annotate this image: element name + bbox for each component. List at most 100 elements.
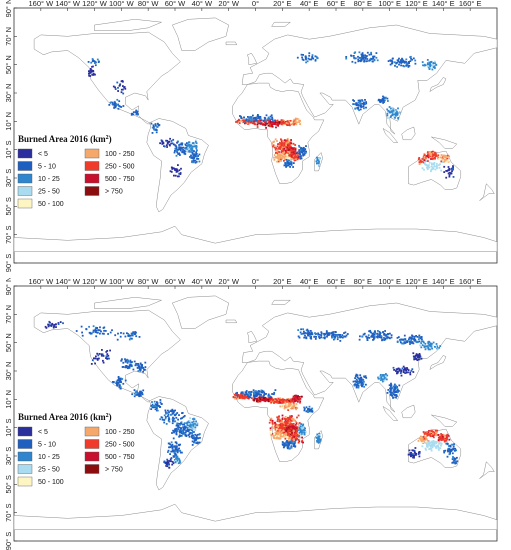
burned-pixel	[177, 457, 180, 460]
burned-pixel	[340, 336, 343, 338]
burned-pixel	[170, 457, 173, 459]
burned-pixel	[358, 51, 361, 54]
burned-pixel	[191, 444, 194, 446]
lon-label: 0°	[252, 0, 259, 8]
burned-pixel	[304, 431, 307, 433]
burned-pixel	[276, 160, 278, 163]
burned-pixel	[315, 332, 317, 335]
burned-pixel	[267, 116, 270, 119]
burned-pixel	[269, 419, 272, 422]
burned-pixel	[245, 390, 248, 392]
burned-pixel	[292, 397, 294, 400]
burned-pixel	[88, 72, 90, 75]
legend-label: < 5	[38, 151, 48, 158]
burned-pixel	[288, 152, 291, 155]
burned-pixel	[291, 417, 293, 420]
burned-pixel	[287, 434, 290, 436]
burned-pixel	[274, 434, 276, 437]
burned-pixel	[282, 430, 285, 432]
burned-pixel	[191, 145, 194, 148]
burned-pixel	[354, 383, 357, 386]
burned-pixel	[123, 86, 125, 89]
burned-pixel	[397, 367, 400, 370]
burned-pixel	[244, 393, 247, 396]
burned-pixel	[135, 112, 138, 115]
burned-pixel	[122, 332, 125, 335]
burned-pixel	[424, 158, 427, 161]
legend-label: 250 - 500	[105, 442, 135, 449]
burned-pixel	[243, 116, 245, 119]
burned-pixel	[411, 334, 413, 337]
burned-pixel	[182, 146, 185, 149]
burned-pixel	[427, 151, 429, 153]
burned-pixel	[301, 427, 304, 430]
burned-pixel	[437, 164, 440, 167]
burned-pixel	[124, 379, 127, 382]
burned-pixel	[422, 64, 424, 67]
burned-pixel	[421, 160, 424, 163]
burned-pixel	[243, 397, 246, 400]
burned-pixel	[276, 434, 279, 437]
burned-pixel	[254, 116, 257, 119]
burned-pixel	[236, 119, 239, 122]
burned-pixel	[269, 122, 272, 125]
burned-pixel	[156, 401, 158, 403]
burned-pixel	[172, 412, 174, 415]
burned-pixel	[387, 60, 390, 62]
burned-pixel	[394, 387, 396, 389]
burned-pixel	[292, 142, 295, 145]
legend-label: 100 - 250	[105, 429, 135, 436]
burned-pixel	[360, 376, 363, 379]
burned-pixel	[427, 348, 430, 351]
burned-pixel	[305, 145, 307, 147]
burned-pixel	[285, 435, 288, 438]
burned-pixel	[288, 121, 291, 124]
burned-pixel	[175, 416, 178, 419]
burned-pixel	[269, 118, 272, 121]
burned-pixel	[290, 400, 293, 403]
burned-pixel	[81, 331, 83, 334]
burned-pixel	[253, 118, 256, 121]
burned-pixel	[175, 149, 178, 152]
burned-pixel	[422, 431, 425, 433]
burned-pixel	[188, 421, 191, 424]
burned-pixel	[138, 395, 141, 398]
burned-pixel	[167, 413, 170, 416]
burned-pixel	[422, 439, 425, 442]
burned-pixel	[249, 392, 252, 395]
burned-pixel	[289, 406, 292, 409]
burned-pixel	[330, 332, 332, 334]
burned-pixel	[293, 443, 295, 445]
burned-pixel	[434, 434, 437, 437]
burned-pixel	[283, 158, 286, 161]
burned-pixel	[295, 422, 298, 425]
burned-pixel	[195, 152, 198, 155]
burned-pixel	[185, 147, 187, 150]
burned-pixel	[179, 172, 182, 174]
burned-pixel	[437, 434, 440, 436]
burned-pixel	[302, 441, 304, 444]
burned-pixel	[301, 439, 304, 442]
burned-pixel	[353, 57, 356, 60]
burned-pixel	[142, 389, 145, 392]
burned-pixel	[326, 335, 328, 338]
burned-pixel	[292, 407, 295, 410]
burned-pixel	[398, 57, 400, 60]
burned-pixel	[318, 159, 321, 162]
burned-pixel	[238, 394, 240, 397]
burned-pixel	[288, 432, 290, 435]
burned-pixel	[360, 102, 362, 105]
burned-pixel	[365, 383, 367, 386]
landmass-arctic-islands	[94, 297, 162, 309]
burned-pixel	[240, 395, 243, 398]
burned-pixel	[431, 168, 434, 170]
burned-pixel	[392, 57, 394, 60]
burned-pixel	[378, 99, 380, 101]
burned-pixel	[127, 365, 129, 368]
burned-pixel	[355, 386, 358, 389]
burned-pixel	[282, 140, 285, 143]
burned-pixel	[305, 406, 308, 409]
burned-pixel	[393, 390, 396, 393]
burned-pixel	[305, 58, 307, 61]
